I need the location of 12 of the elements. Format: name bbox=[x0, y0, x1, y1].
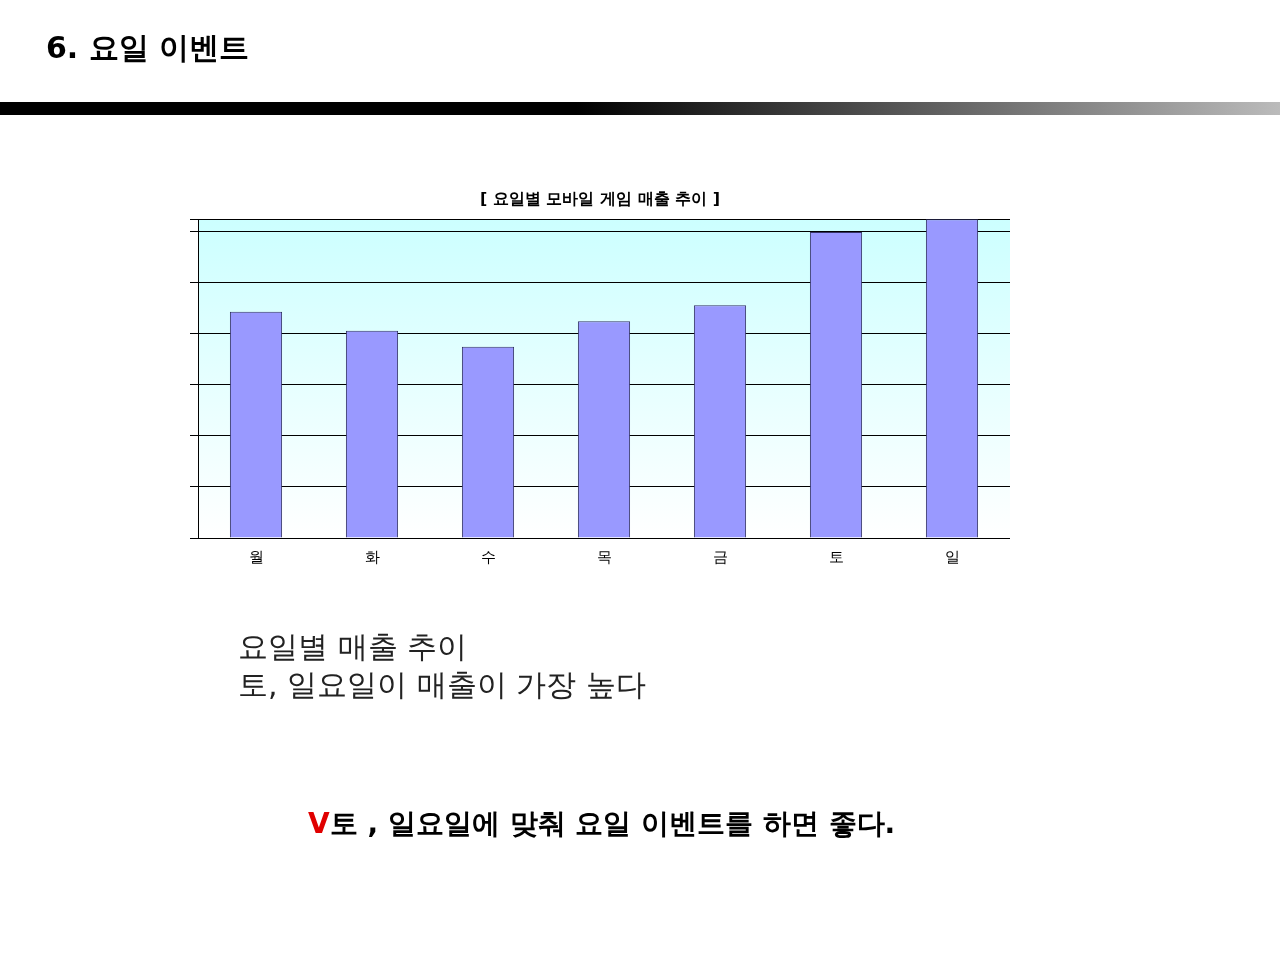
chart-subtitle: [ 요일별 모바일 게임 매출 추이 ] bbox=[479, 188, 721, 208]
x-tick-label: 토 bbox=[828, 548, 844, 566]
x-tick-label: 일 bbox=[944, 548, 960, 566]
chart-title: 6. 요일 이벤트 bbox=[46, 29, 250, 67]
text: 요일별 매출 추이 bbox=[238, 628, 469, 666]
x-tick-label: 화 bbox=[364, 548, 380, 566]
text: V토 , 일요일에 맞춰 요일 이벤트를 하면 좋다. bbox=[308, 806, 896, 842]
x-tick-label: 금 bbox=[712, 548, 728, 566]
x-tick-label: 수 bbox=[480, 548, 496, 566]
x-tick-label: 월 bbox=[248, 548, 264, 566]
x-tick-label: 목 bbox=[596, 548, 612, 566]
text: 토, 일요일이 매출이 가장 높다 bbox=[238, 666, 646, 704]
